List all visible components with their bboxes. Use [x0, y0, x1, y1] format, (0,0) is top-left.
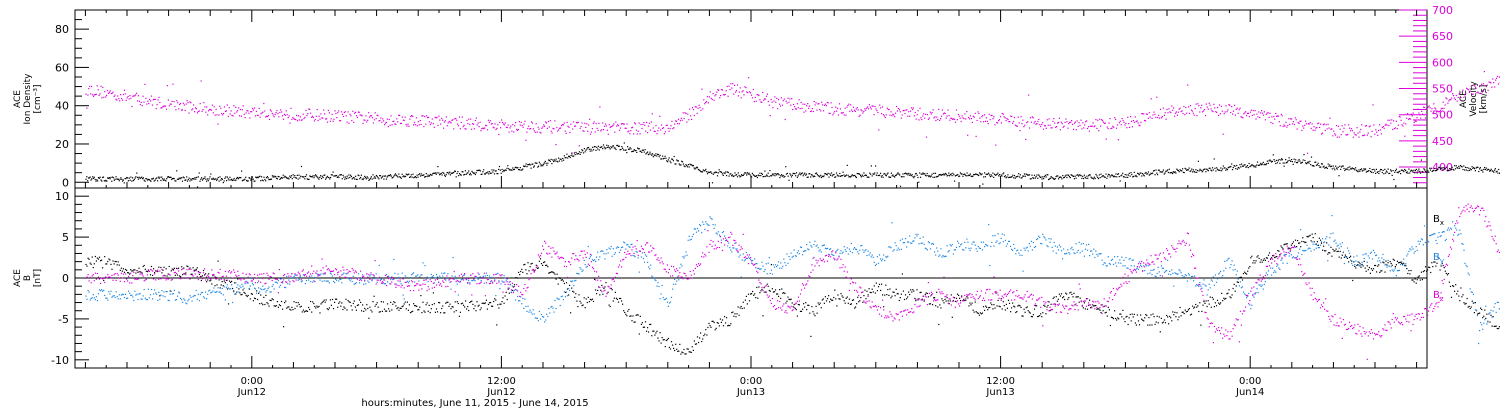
legend-bz: Bz — [1433, 290, 1444, 303]
density-axis-label-line: ACE — [13, 90, 23, 108]
density-tick-label: 0 — [62, 176, 69, 189]
x-tick-label-time: 12:00 — [986, 376, 1015, 387]
x-axis-title: hours:minutes, June 11, 2015 - June 14, … — [361, 398, 588, 409]
velocity-tick-label: 600 — [1432, 56, 1453, 69]
x-tick-label-time: 0:00 — [1239, 376, 1261, 387]
density-axis-label-line: [cm⁻³] — [33, 84, 43, 113]
field-tick-label: -5 — [58, 313, 69, 326]
velocity-tick-label: 450 — [1432, 135, 1453, 148]
velocity-tick-label: 700 — [1432, 4, 1453, 17]
x-tick-label-date: Jun13 — [985, 387, 1014, 398]
velocity-axis-label-line: Velocity — [1469, 81, 1479, 117]
x-tick-label-date: Jun12 — [237, 387, 266, 398]
velocity-tick-label: 650 — [1432, 30, 1453, 43]
density-axis-label: ACE Ion Density [cm⁻³] — [13, 73, 43, 125]
x-tick-label-date: Jun14 — [1235, 387, 1264, 398]
density-tick-label: 80 — [55, 23, 69, 36]
density-tick-label: 40 — [55, 100, 69, 113]
field-axis-label: ACE B [nT] — [13, 269, 43, 287]
field-axis: -10 -5 0 5 10 — [51, 190, 89, 367]
field-axis-label-line: [nT] — [33, 269, 43, 287]
time-axis: 0:00Jun1212:00Jun120:00Jun1312:00Jun130:… — [84, 10, 1418, 398]
density-tick-label: 20 — [55, 138, 69, 151]
field-tick-label: 5 — [62, 231, 69, 244]
density-axis-label-line: Ion Density — [23, 73, 33, 125]
x-tick-label-time: 0:00 — [241, 376, 263, 387]
x-tick-label-time: 12:00 — [487, 376, 516, 387]
plasma-frame — [74, 9, 1428, 189]
field-axis-label-line: B — [23, 275, 33, 281]
velocity-axis-label: ACE Velocity [km/s] — [1459, 81, 1489, 117]
field-tick-label: 10 — [55, 190, 69, 203]
bx-series — [85, 233, 1500, 355]
field-tick-label: 0 — [62, 272, 69, 285]
magnetic-field-panel: -10 -5 0 5 10 ACE B [nT] Bx By Bz — [13, 187, 1500, 369]
x-tick-label-date: Jun13 — [736, 387, 765, 398]
velocity-axis-label-line: [km/s] — [1479, 85, 1489, 114]
velocity-tick-label: 550 — [1432, 83, 1453, 96]
field-axis-label-line: ACE — [13, 269, 23, 287]
x-tick-label-time: 0:00 — [740, 376, 762, 387]
bz-series — [85, 203, 1500, 360]
velocity-tick-label: 500 — [1432, 109, 1453, 122]
legend-bx: Bx — [1433, 214, 1444, 227]
density-series — [85, 142, 1500, 188]
legend-by: By — [1433, 252, 1444, 265]
x-tick-label-date: Jun12 — [486, 387, 515, 398]
density-tick-label: 60 — [55, 61, 69, 74]
velocity-series — [85, 71, 1500, 154]
by-series — [85, 215, 1500, 345]
density-axis: 0 20 40 60 80 — [55, 19, 89, 189]
field-tick-label: -10 — [51, 354, 69, 367]
velocity-axis-label-line: ACE — [1459, 90, 1469, 108]
